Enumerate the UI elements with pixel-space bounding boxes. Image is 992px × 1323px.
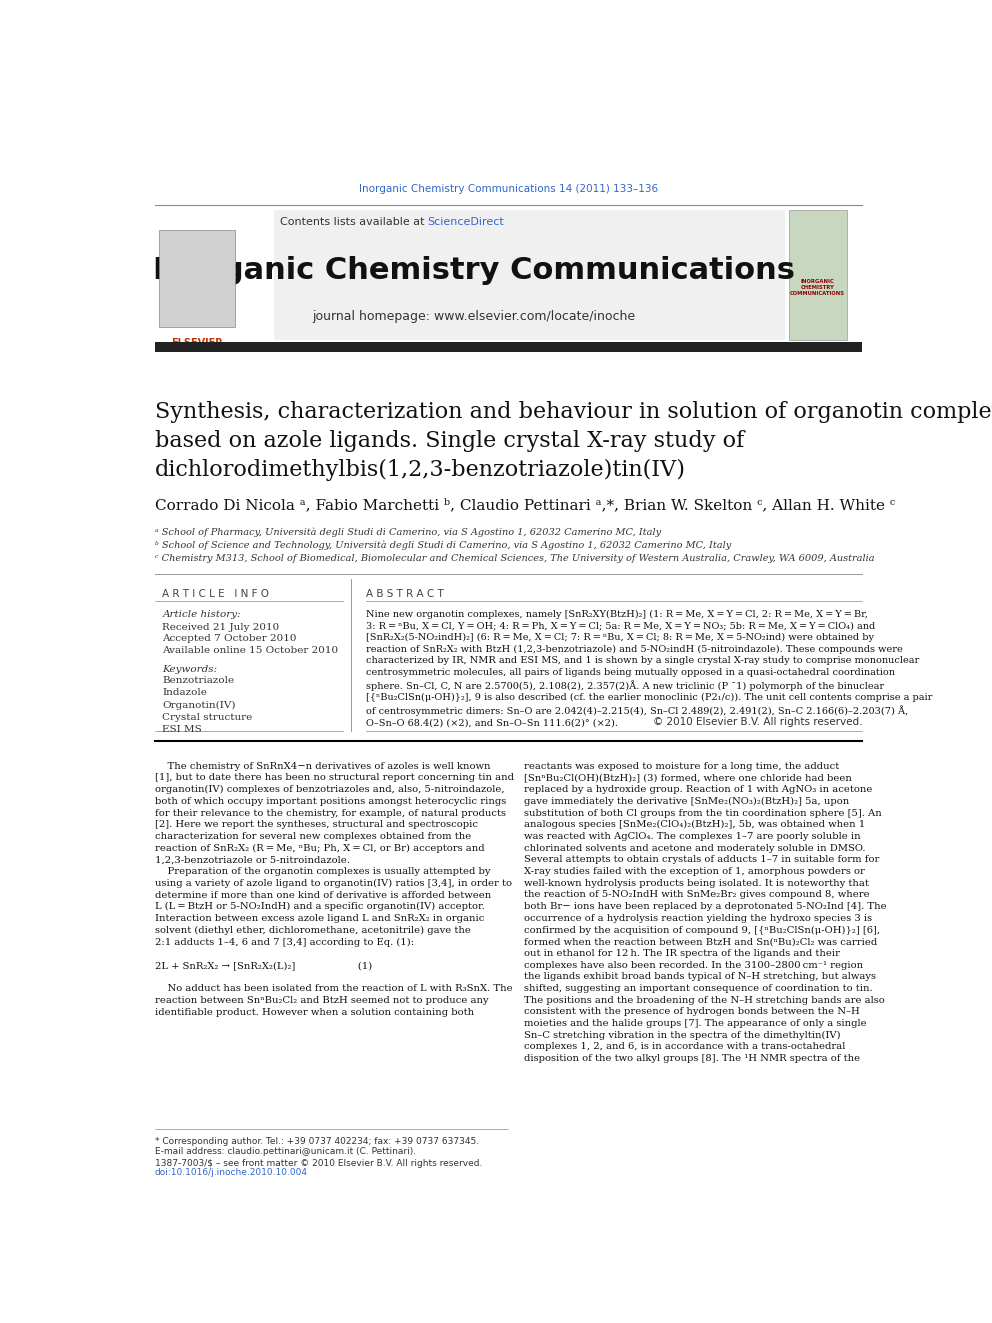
Text: Nine new organotin complexes, namely [SnR₂XY(BtzH)₂] (1: R = Me, X = Y = Cl, 2: : Nine new organotin complexes, namely [Sn… <box>366 610 932 728</box>
Text: A R T I C L E   I N F O: A R T I C L E I N F O <box>163 589 270 598</box>
Text: journal homepage: www.elsevier.com/locate/inoche: journal homepage: www.elsevier.com/locat… <box>312 310 635 323</box>
Text: 1387-7003/$ – see front matter © 2010 Elsevier B.V. All rights reserved.: 1387-7003/$ – see front matter © 2010 El… <box>155 1159 482 1168</box>
Text: © 2010 Elsevier B.V. All rights reserved.: © 2010 Elsevier B.V. All rights reserved… <box>653 717 862 728</box>
Text: * Corresponding author. Tel.: +39 0737 402234; fax: +39 0737 637345.: * Corresponding author. Tel.: +39 0737 4… <box>155 1136 479 1146</box>
Text: Corrado Di Nicola ᵃ, Fabio Marchetti ᵇ, Claudio Pettinari ᵃ,*, Brian W. Skelton : Corrado Di Nicola ᵃ, Fabio Marchetti ᵇ, … <box>155 497 895 512</box>
Text: ESI MS: ESI MS <box>163 725 202 734</box>
Text: A B S T R A C T: A B S T R A C T <box>366 589 444 598</box>
Bar <box>159 230 235 327</box>
Text: Available online 15 October 2010: Available online 15 October 2010 <box>163 646 338 655</box>
Bar <box>789 209 847 340</box>
Text: INORGANIC
CHEMISTRY
COMMUNICATIONS: INORGANIC CHEMISTRY COMMUNICATIONS <box>790 279 845 295</box>
Text: ELSEVIER: ELSEVIER <box>172 339 223 348</box>
Text: Synthesis, characterization and behaviour in solution of organotin complexes
bas: Synthesis, characterization and behaviou… <box>155 401 992 482</box>
Text: Inorganic Chemistry Communications: Inorganic Chemistry Communications <box>153 257 795 286</box>
Text: Received 21 July 2010: Received 21 July 2010 <box>163 623 280 632</box>
Bar <box>155 209 274 340</box>
Text: reactants was exposed to moisture for a long time, the adduct
[SnⁿBu₂Cl(OH)(BtzH: reactants was exposed to moisture for a … <box>524 762 887 1062</box>
Text: Crystal structure: Crystal structure <box>163 713 253 722</box>
Text: The chemistry of SnRnX4−n derivatives of azoles is well known
[1], but to date t: The chemistry of SnRnX4−n derivatives of… <box>155 762 514 1017</box>
Text: Contents lists available at: Contents lists available at <box>280 217 428 228</box>
Text: Organotin(IV): Organotin(IV) <box>163 701 236 710</box>
Text: ScienceDirect: ScienceDirect <box>428 217 504 228</box>
Text: ᵃ School of Pharmacy, Università degli Studi di Camerino, via S Agostino 1, 6203: ᵃ School of Pharmacy, Università degli S… <box>155 528 661 537</box>
Text: doi:10.1016/j.inoche.2010.10.004: doi:10.1016/j.inoche.2010.10.004 <box>155 1168 308 1177</box>
Bar <box>155 209 786 340</box>
Bar <box>155 343 862 352</box>
Text: E-mail address: claudio.pettinari@unicam.it (C. Pettinari).: E-mail address: claudio.pettinari@unicam… <box>155 1147 416 1156</box>
Text: ᵇ School of Science and Technology, Università degli Studi di Camerino, via S Ag: ᵇ School of Science and Technology, Univ… <box>155 541 731 550</box>
Text: Keywords:: Keywords: <box>163 665 217 673</box>
Text: Indazole: Indazole <box>163 688 207 697</box>
Text: Accepted 7 October 2010: Accepted 7 October 2010 <box>163 635 297 643</box>
Text: Article history:: Article history: <box>163 610 241 619</box>
Text: Inorganic Chemistry Communications 14 (2011) 133–136: Inorganic Chemistry Communications 14 (2… <box>359 184 658 194</box>
Text: Benzotriazole: Benzotriazole <box>163 676 234 685</box>
Text: ᶜ Chemistry M313, School of Biomedical, Biomolecular and Chemical Sciences, The : ᶜ Chemistry M313, School of Biomedical, … <box>155 554 874 564</box>
